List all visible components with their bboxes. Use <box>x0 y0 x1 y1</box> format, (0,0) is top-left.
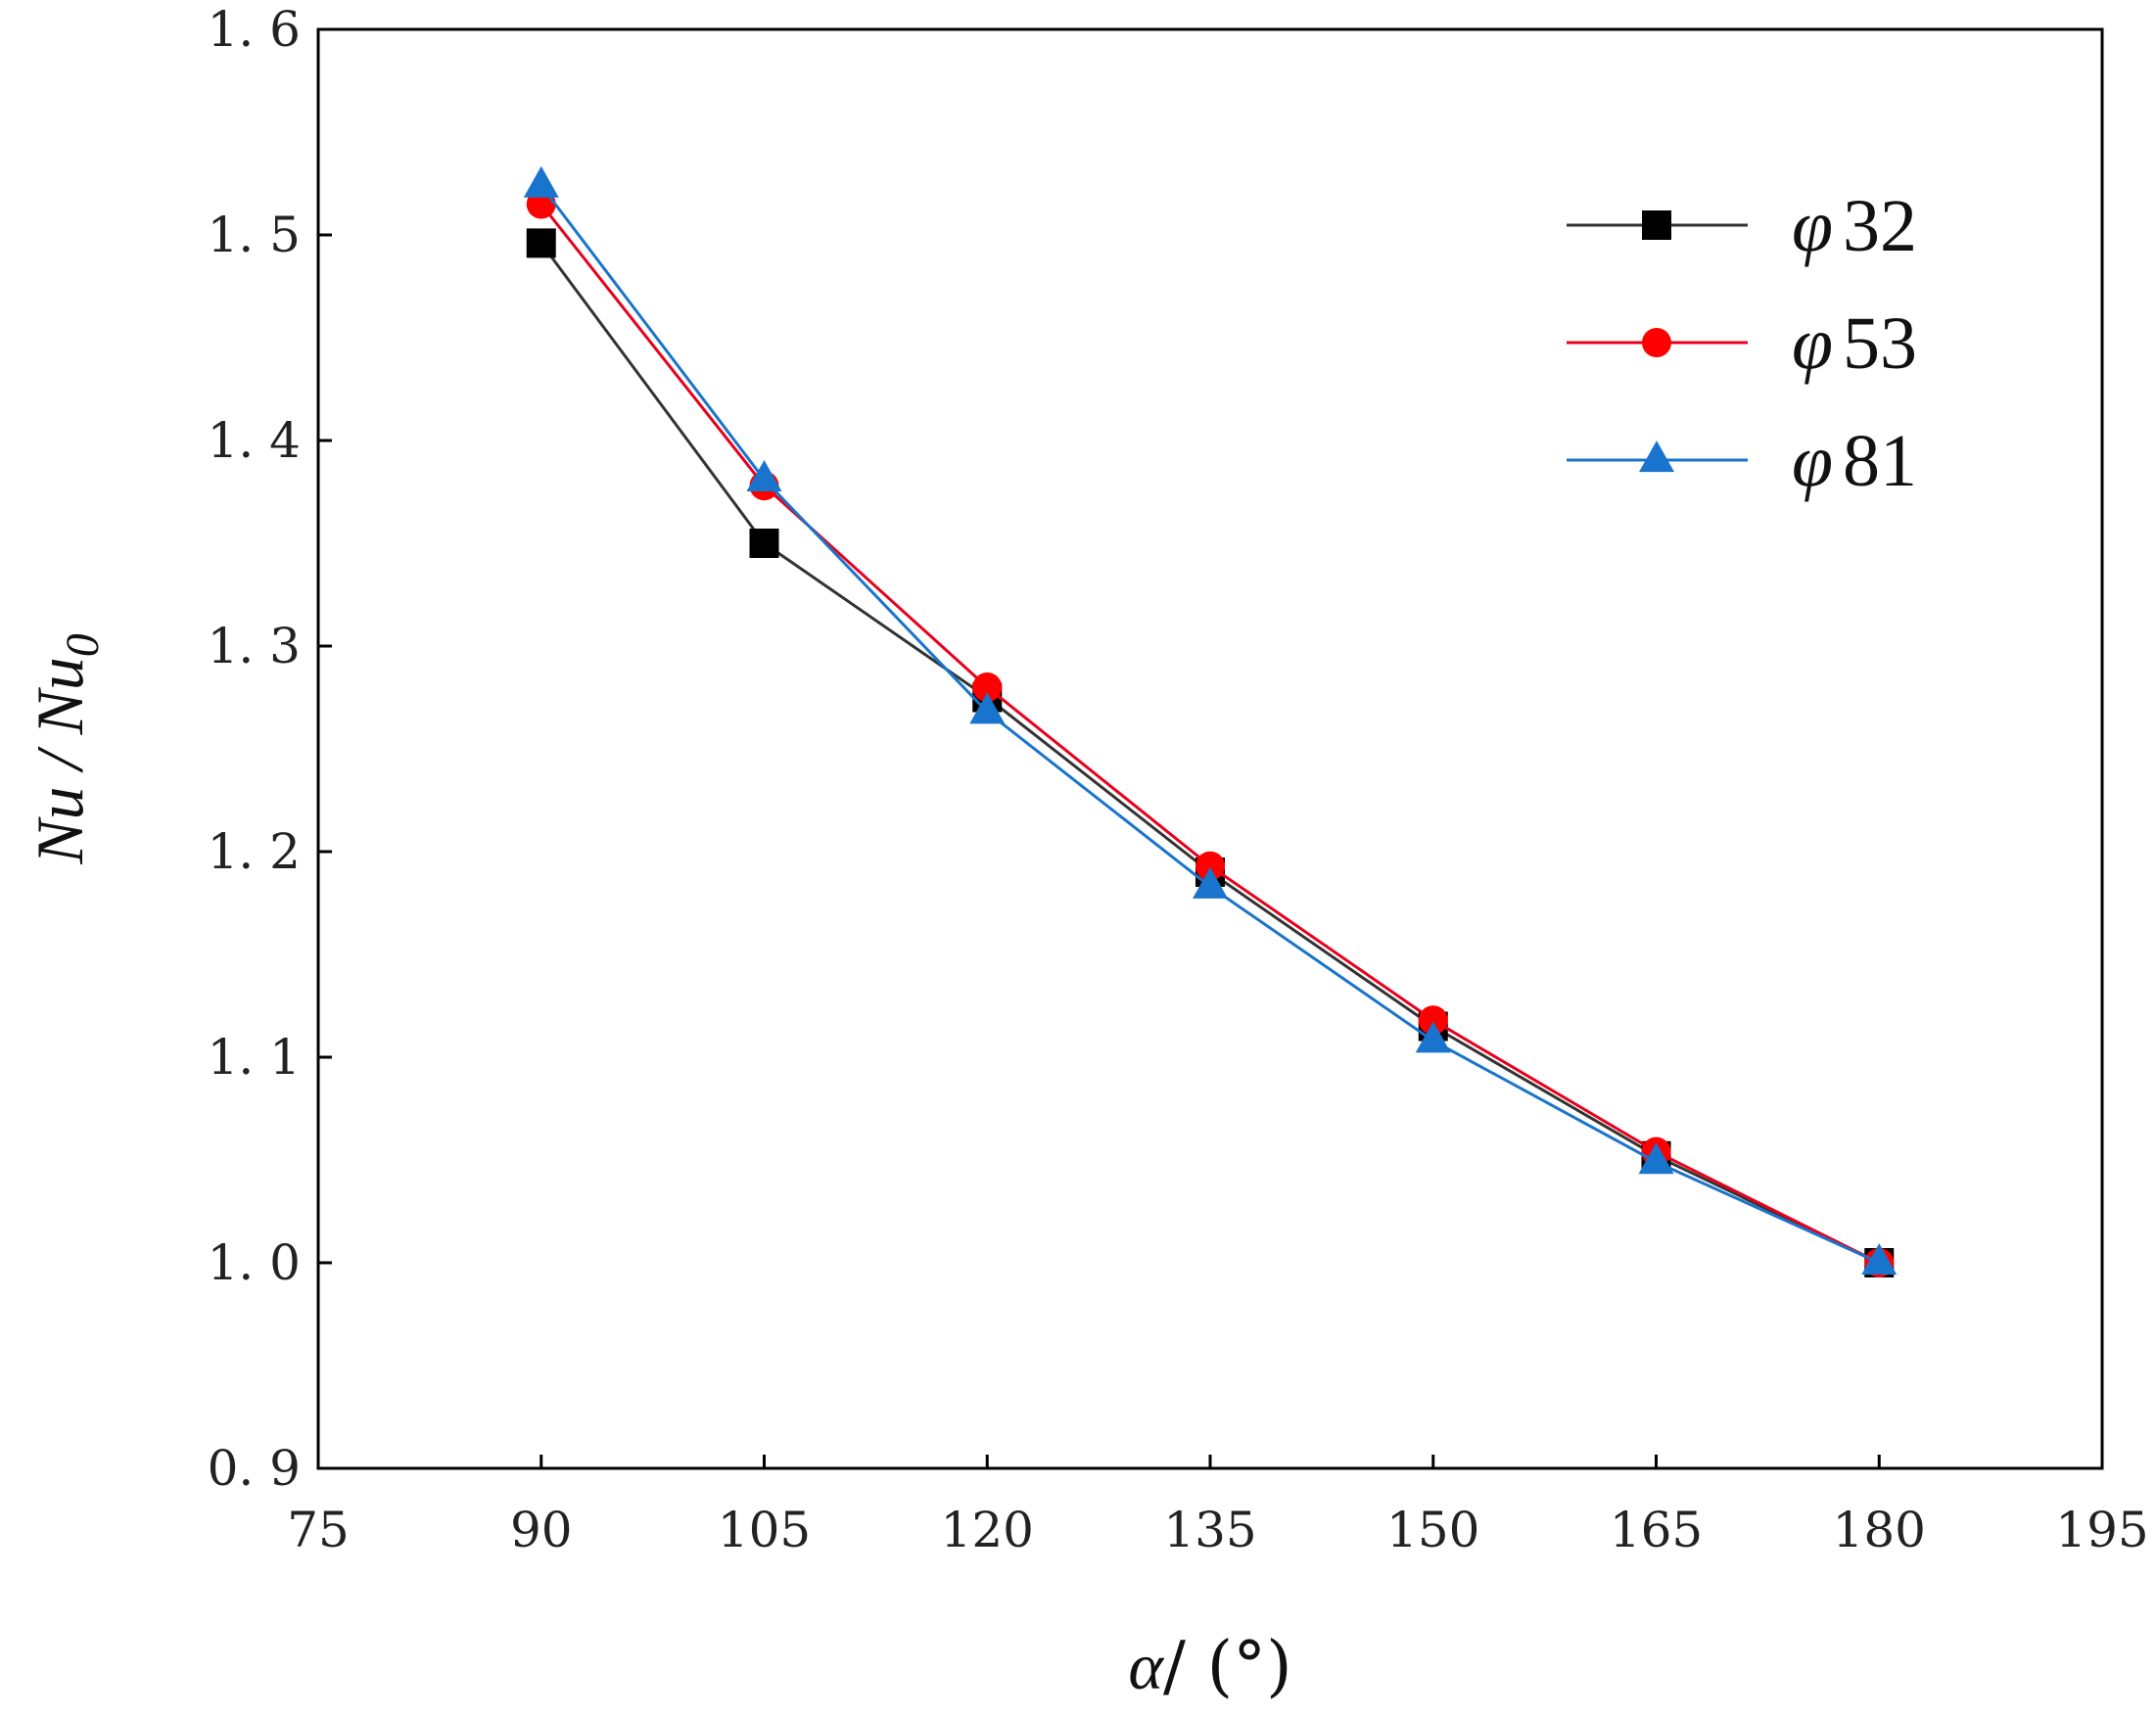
y-axis-title-subscript: 0 <box>57 633 109 657</box>
y-axis-title: Nu / Nu0 <box>23 633 109 865</box>
legend-item-53: φ 53 <box>1567 302 1917 385</box>
y-tick-label: 1. 2 <box>208 823 301 880</box>
series-53 <box>526 189 1895 1277</box>
data-point-81 <box>1861 1243 1898 1275</box>
x-tick-label: 75 <box>287 1502 350 1558</box>
y-tick-label: 1. 6 <box>208 1 301 58</box>
y-tick-label: 0. 9 <box>208 1440 301 1497</box>
data-point-81 <box>1193 866 1228 899</box>
series-layer <box>523 165 1898 1277</box>
series-line-32 <box>539 242 1880 1265</box>
x-tick-label: 120 <box>941 1502 1034 1558</box>
y-tick-label: 1. 1 <box>208 1029 301 1086</box>
legend-number: 32 <box>1843 185 1917 267</box>
y-tick-label: 1. 3 <box>208 618 301 674</box>
y-axis-title-main: Nu / Nu <box>23 657 97 865</box>
series-line-53 <box>539 203 1880 1265</box>
x-tick-label: 90 <box>510 1502 573 1558</box>
x-axis-title: α/ (°) <box>1128 1628 1291 1705</box>
legend-label: φ 81 <box>1792 420 1917 502</box>
data-point-32 <box>749 529 779 558</box>
legend-marker <box>1642 328 1671 357</box>
legend: φ 32φ 53φ 81 <box>1567 185 1917 502</box>
data-point-32 <box>526 228 556 258</box>
legend-symbol: φ <box>1792 302 1833 385</box>
data-point-53 <box>1195 851 1225 881</box>
legend-label: φ 53 <box>1792 302 1917 385</box>
legend-number: 53 <box>1843 302 1917 385</box>
legend-label: φ 32 <box>1792 185 1917 267</box>
y-tick-label: 1. 0 <box>208 1234 301 1291</box>
y-tick-label: 1. 5 <box>208 207 301 263</box>
y-tick-label: 1. 4 <box>208 412 301 469</box>
legend-item-32: φ 32 <box>1567 185 1917 267</box>
legend-symbol: φ <box>1792 420 1833 502</box>
legend-item-81: φ 81 <box>1567 420 1917 502</box>
data-point-81 <box>1415 1021 1451 1053</box>
y-axis-ticks: 0. 9 1. 0 1. 1 1. 2 1. 3 1. 4 1. 5 1. 6 <box>208 1 332 1497</box>
series-line-81 <box>539 184 1880 1265</box>
x-tick-label: 105 <box>718 1502 811 1558</box>
legend-number: 81 <box>1843 420 1917 502</box>
x-tick-label: 180 <box>1833 1502 1926 1558</box>
data-point-81 <box>523 165 559 198</box>
legend-marker <box>1639 440 1674 473</box>
x-tick-label: 195 <box>2055 1502 2148 1558</box>
data-point-81 <box>969 692 1006 724</box>
data-point-81 <box>746 460 782 492</box>
legend-symbol: φ <box>1792 185 1833 267</box>
legend-marker <box>1642 210 1671 240</box>
x-axis-title-unit: / (°) <box>1163 1628 1292 1705</box>
data-point-53 <box>972 672 1003 702</box>
series-32 <box>526 228 1895 1277</box>
data-point-53 <box>1418 1005 1448 1036</box>
series-81 <box>523 165 1898 1275</box>
x-axis-title-symbol: α <box>1128 1629 1164 1703</box>
data-point-81 <box>1638 1142 1674 1175</box>
x-tick-label: 135 <box>1163 1502 1256 1558</box>
x-axis-ticks: 75 90 105 120 135 150 165 180 195 <box>287 1455 2149 1558</box>
x-tick-label: 150 <box>1386 1502 1479 1558</box>
x-tick-label: 165 <box>1610 1502 1703 1558</box>
